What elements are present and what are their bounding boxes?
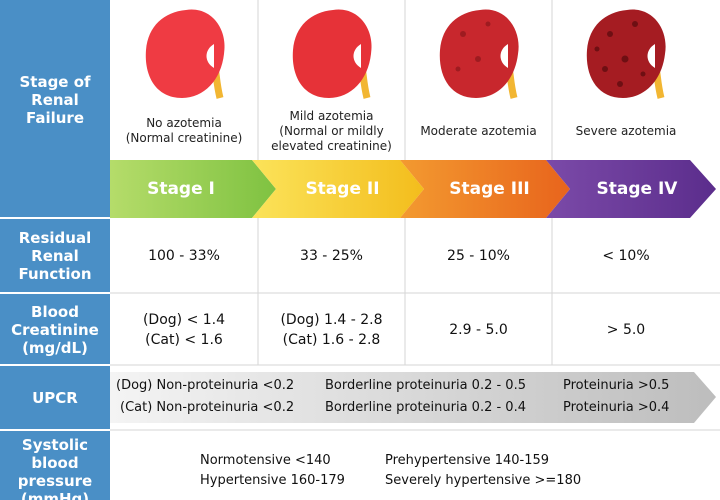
creatinine-value: (Cat) < 1.6 <box>145 331 223 348</box>
description-line: elevated creatinine) <box>271 138 392 153</box>
residual-value: 25 - 10% <box>447 248 510 264</box>
stage-label: Stage II <box>305 179 380 199</box>
bp-text: Prehypertensive 140-159 <box>385 453 550 468</box>
creatinine-value: 2.9 - 5.0 <box>449 321 508 338</box>
description-line: Moderate azotemia <box>420 123 537 138</box>
bp-text: Severely hypertensive >=180 <box>385 473 582 488</box>
row-label: Systolic blood pressure (mmHg) <box>17 436 93 500</box>
stage-description: Mild azotemia (Normal or mildly elevated c… <box>258 104 405 158</box>
row-label: UPCR <box>32 389 78 407</box>
residual-value: 33 - 25% <box>300 248 363 264</box>
creatinine-value: (Dog) < 1.4 <box>142 311 226 328</box>
row-label: Stage of Renal Failure <box>19 73 91 127</box>
upcr-text: Borderline proteinuria 0.2 - 0.4 <box>325 400 526 415</box>
description-line: (Normal creatinine) <box>125 131 243 145</box>
creatinine-cell: (Dog) 1.4 - 2.8 (Cat) 1.6 - 2.8 <box>258 295 405 364</box>
stage-label: Stage I <box>147 179 215 199</box>
upcr-text: Proteinuria >0.5 <box>563 378 670 393</box>
bp-text: Hypertensive 160-179 <box>200 473 345 488</box>
upcr-text: (Cat) Non-proteinuria <0.2 <box>120 400 295 415</box>
creatinine-value: (Cat) 1.6 - 2.8 <box>282 331 381 348</box>
description-line: (Normal or mildly <box>279 123 384 138</box>
creatinine-cell: 2.9 - 5.0 <box>405 295 552 364</box>
stage-description: Moderate azotemia <box>405 104 552 158</box>
bp-text: Normotensive <140 <box>200 453 331 468</box>
description-line: Severe azotemia <box>575 123 677 138</box>
stage-description: Severe azotemia <box>552 104 700 158</box>
residual-value: < 10% <box>602 248 650 264</box>
description-line: No azotemia <box>146 116 222 130</box>
creatinine-cell: > 5.0 <box>552 295 700 364</box>
upcr-text: Borderline proteinuria 0.2 - 0.5 <box>325 378 526 393</box>
row-label: Blood Creatinine (mg/dL) <box>11 302 99 357</box>
creatinine-value: > 5.0 <box>606 321 646 338</box>
stage-description: No azotemia (Normal creatinine) <box>110 104 258 158</box>
stage-label: Stage IV <box>596 179 678 199</box>
description-line: Mild azotemia <box>289 108 374 123</box>
upcr-text: (Dog) Non-proteinuria <0.2 <box>116 378 295 393</box>
stage-label: Stage III <box>449 179 530 199</box>
creatinine-value: (Dog) 1.4 - 2.8 <box>280 311 383 328</box>
residual-value: 100 - 33% <box>148 248 220 264</box>
upcr-text: Proteinuria >0.4 <box>563 400 670 415</box>
row-label: Residual Renal Function <box>18 229 92 283</box>
creatinine-cell: (Dog) < 1.4 (Cat) < 1.6 <box>110 295 258 364</box>
